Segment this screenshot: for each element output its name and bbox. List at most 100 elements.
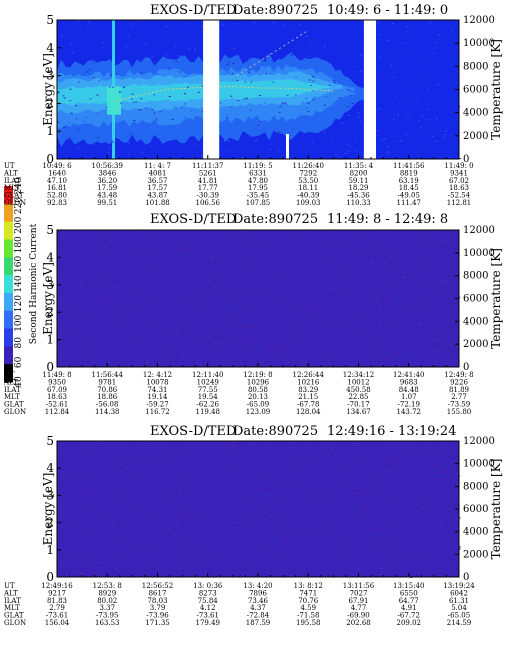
speckle	[189, 314, 191, 316]
speckle	[208, 539, 210, 541]
speckle	[232, 498, 237, 500]
ephemeris-value: 13:11:56	[343, 582, 375, 590]
speckle	[278, 111, 281, 113]
speckle	[270, 558, 273, 560]
speckle	[72, 543, 76, 545]
speckle	[342, 341, 344, 343]
speckle	[108, 86, 111, 88]
speckle	[449, 253, 452, 255]
speckle	[361, 540, 364, 542]
colorbar-tick-label: 220	[14, 197, 24, 214]
speckle	[420, 62, 423, 64]
speckle	[310, 41, 313, 43]
speckle	[268, 305, 271, 306]
speckle	[388, 563, 392, 565]
speckle	[256, 532, 259, 534]
speckle	[189, 448, 193, 450]
speckle	[110, 302, 114, 304]
speckle	[386, 248, 390, 249]
speckle	[93, 286, 98, 287]
speckle	[302, 485, 305, 487]
speckle	[85, 515, 88, 517]
speckle	[418, 156, 420, 158]
speckle	[255, 36, 258, 38]
speckle	[62, 256, 67, 258]
speckle	[273, 501, 276, 503]
speckle	[396, 248, 399, 250]
speckle	[376, 135, 379, 137]
speckle	[86, 457, 90, 459]
ephemeris-value: -73.59	[448, 401, 470, 409]
speckle	[182, 359, 186, 360]
speckle	[176, 55, 179, 57]
speckle	[433, 244, 436, 246]
speckle	[121, 143, 124, 145]
speckle	[382, 455, 385, 456]
speckle	[308, 231, 311, 233]
speckle	[267, 547, 271, 549]
speckle	[228, 499, 232, 500]
speckle	[156, 328, 158, 330]
speckle	[259, 121, 262, 122]
speckle	[143, 534, 146, 536]
speckle	[353, 512, 358, 514]
speckle	[175, 524, 180, 526]
speckle	[153, 282, 155, 284]
speckle	[427, 358, 431, 360]
speckle	[135, 21, 138, 22]
speckle	[64, 557, 67, 559]
speckle	[185, 502, 187, 504]
speckle	[173, 514, 175, 516]
panel-title: EXOS-D/TED	[150, 212, 236, 227]
speckle	[269, 443, 273, 445]
speckle	[76, 338, 78, 340]
speckle	[351, 480, 353, 482]
speckle	[152, 246, 155, 248]
speckle	[267, 504, 272, 505]
y-right-tick-label: 0	[463, 572, 469, 583]
speckle	[143, 252, 148, 254]
speckle	[282, 544, 284, 546]
ephemeris-value: 101.88	[145, 199, 170, 207]
speckle	[245, 97, 248, 99]
speckle	[134, 238, 138, 240]
ephemeris-value: 8617	[149, 589, 167, 597]
speckle	[312, 269, 317, 271]
y-right-tick-label: 2000	[463, 131, 488, 142]
speckle	[452, 358, 454, 360]
speckle	[299, 24, 302, 26]
speckle	[366, 247, 369, 248]
speckle	[137, 317, 141, 318]
speckle	[214, 276, 216, 278]
speckle	[289, 124, 292, 126]
speckle	[318, 309, 322, 310]
speckle	[311, 273, 314, 275]
speckle	[449, 50, 452, 52]
ephemeris-value: 7896	[249, 589, 267, 597]
speckle	[183, 542, 186, 544]
speckle	[342, 231, 345, 233]
speckle	[129, 575, 133, 577]
ephemeris-value: 214.59	[447, 619, 472, 627]
speckle	[152, 279, 155, 281]
speckle	[123, 253, 125, 255]
speckle	[341, 299, 345, 301]
speckle	[356, 150, 359, 152]
speckle	[372, 301, 376, 303]
speckle	[278, 264, 283, 266]
ephemeris-value: 12:53: 8	[93, 582, 122, 590]
speckle	[344, 450, 346, 452]
speckle	[114, 354, 118, 356]
ephemeris-value: 36.57	[147, 177, 167, 185]
speckle	[294, 20, 297, 22]
speckle	[97, 562, 101, 564]
speckle	[270, 271, 274, 273]
speckle	[437, 289, 440, 291]
speckle	[229, 541, 233, 543]
speckle	[256, 494, 260, 496]
speckle	[61, 275, 65, 277]
ephemeris-value: 17.59	[97, 184, 117, 192]
speckle	[75, 333, 77, 335]
speckle	[125, 47, 127, 49]
speckle	[291, 540, 294, 542]
